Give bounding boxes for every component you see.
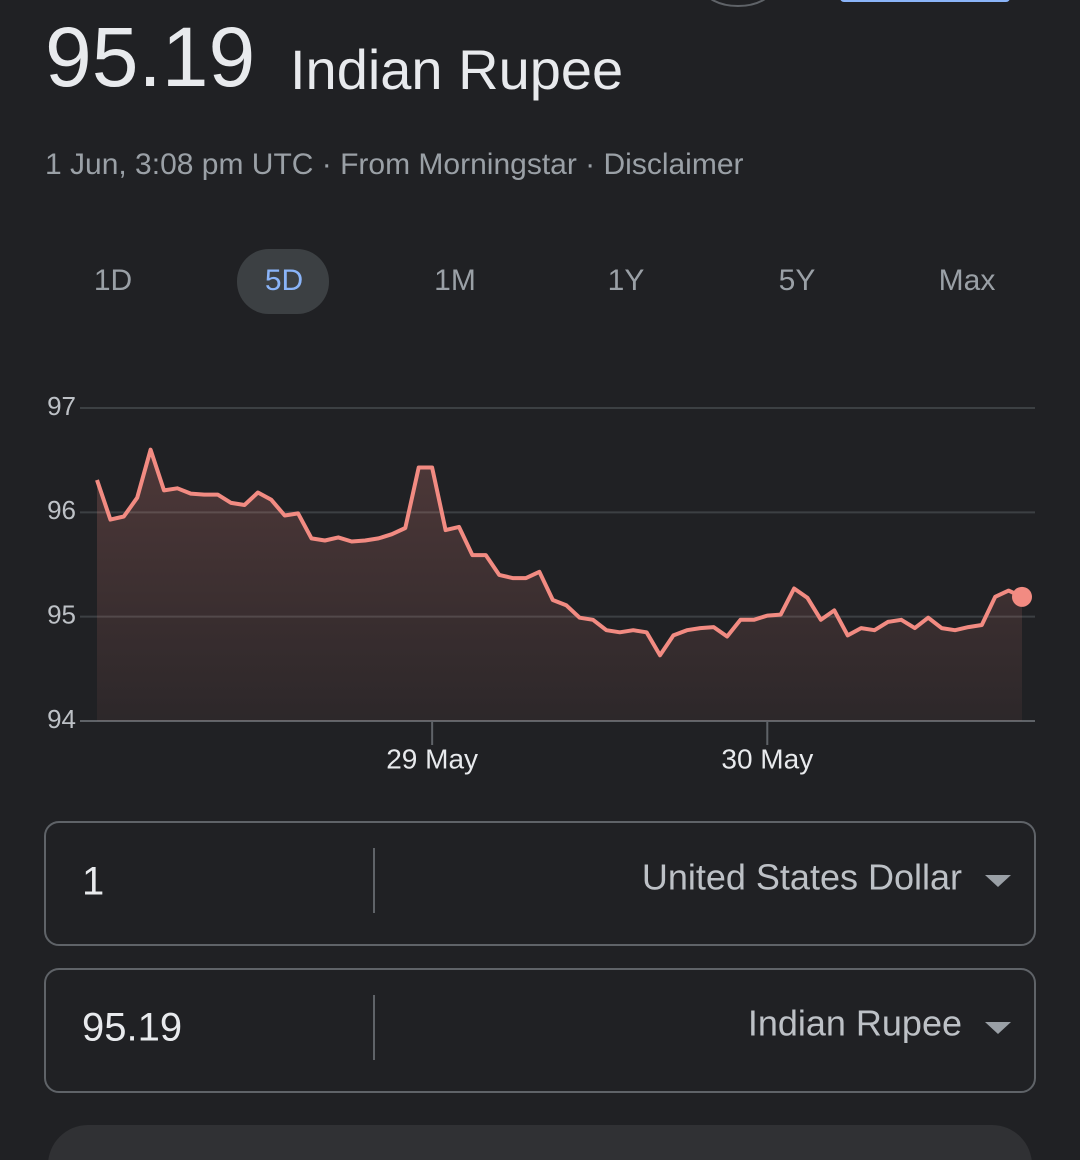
- range-tab[interactable]: 1D: [94, 264, 132, 297]
- from-amount[interactable]: 1: [82, 860, 104, 904]
- x-tick-label: 30 May: [721, 743, 813, 774]
- y-tick-label: 97: [47, 391, 76, 421]
- y-tick-label: 95: [47, 600, 76, 630]
- area-fill: [97, 449, 1022, 721]
- bottom-button[interactable]: [48, 1125, 1032, 1160]
- y-tick-label: 96: [47, 495, 76, 525]
- from-currency[interactable]: United States Dollar: [642, 857, 962, 898]
- meta-line: 1 Jun, 3:08 pm UTC · From Morningstar · …: [45, 148, 744, 181]
- currency-name: Indian Rupee: [290, 38, 623, 101]
- top-icon[interactable]: [704, 0, 772, 7]
- range-tab[interactable]: 1M: [434, 264, 476, 297]
- to-box[interactable]: [44, 968, 1036, 1093]
- to-amount[interactable]: 95.19: [82, 1006, 182, 1050]
- y-tick-label: 94: [47, 704, 76, 734]
- range-tab[interactable]: 1Y: [608, 264, 645, 297]
- tab-selected-pill: [237, 249, 329, 314]
- rate: 95.19: [45, 10, 255, 104]
- range-tab[interactable]: 5Y: [779, 264, 816, 297]
- dropdown-arrow[interactable]: [985, 875, 1011, 887]
- top-button[interactable]: [840, 0, 1010, 2]
- range-tab[interactable]: 5D: [265, 264, 303, 297]
- price-line: [95, 447, 1023, 658]
- range-tab[interactable]: Max: [939, 264, 996, 297]
- from-box[interactable]: [44, 821, 1036, 946]
- to-currency[interactable]: Indian Rupee: [748, 1003, 962, 1044]
- dropdown-arrow[interactable]: [985, 1022, 1011, 1034]
- last-point: [1012, 586, 1032, 607]
- x-tick-label: 29 May: [386, 743, 478, 774]
